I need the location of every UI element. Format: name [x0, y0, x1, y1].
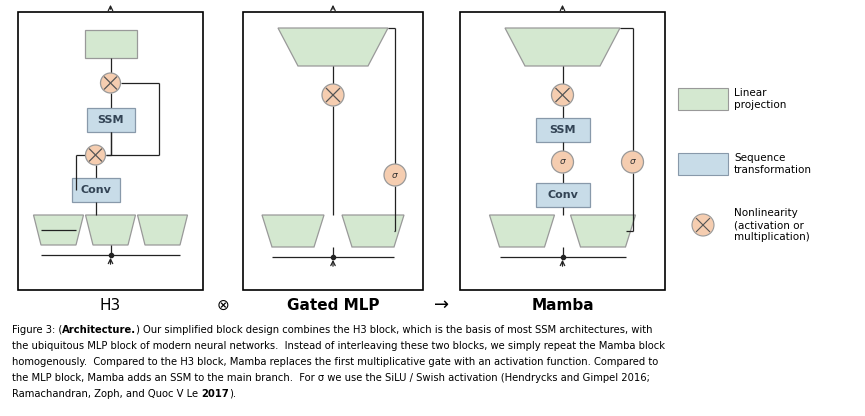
Text: →: → [434, 296, 449, 314]
Text: Nonlinearity
(activation or
multiplication): Nonlinearity (activation or multiplicati… [734, 208, 810, 242]
Text: ) Our simplified block design combines the H3 block, which is the basis of most : ) Our simplified block design combines t… [137, 325, 653, 335]
Text: Linear
projection: Linear projection [734, 88, 786, 110]
Text: H3: H3 [99, 297, 121, 312]
Text: Gated MLP: Gated MLP [287, 297, 379, 312]
Bar [18, 12, 203, 290]
Text: Conv: Conv [547, 190, 578, 200]
Polygon shape [342, 215, 404, 247]
Circle shape [552, 84, 573, 106]
Bar [678, 88, 728, 110]
Circle shape [100, 73, 120, 93]
Polygon shape [278, 28, 388, 66]
Text: 2017: 2017 [202, 389, 229, 399]
Text: homogenously.  Compared to the H3 block, Mamba replaces the first multiplicative: homogenously. Compared to the H3 block, … [12, 357, 658, 367]
Circle shape [552, 151, 573, 173]
Polygon shape [505, 28, 620, 66]
Bar [243, 12, 423, 290]
Text: Architecture.: Architecture. [62, 325, 137, 335]
Text: Ramachandran, Zoph, and Quoc V Le: Ramachandran, Zoph, and Quoc V Le [12, 389, 202, 399]
Text: Mamba: Mamba [531, 297, 593, 312]
Polygon shape [571, 215, 636, 247]
Text: the MLP block, Mamba adds an SSM to the main branch.  For σ we use the SiLU / Sw: the MLP block, Mamba adds an SSM to the … [12, 373, 650, 383]
Bar [72, 178, 119, 202]
Text: SSM: SSM [549, 125, 576, 135]
Circle shape [692, 214, 714, 236]
Polygon shape [34, 215, 84, 245]
Polygon shape [262, 215, 324, 247]
Bar [86, 108, 134, 132]
Text: Conv: Conv [80, 185, 111, 195]
Polygon shape [490, 215, 554, 247]
Circle shape [384, 164, 406, 186]
Bar [678, 153, 728, 175]
Text: SSM: SSM [97, 115, 124, 125]
Text: ).: ). [229, 389, 236, 399]
Bar [85, 30, 137, 58]
Circle shape [86, 145, 106, 165]
Text: σ: σ [392, 171, 398, 179]
Text: Figure 3: (: Figure 3: ( [12, 325, 62, 335]
Text: the ubiquitous MLP block of modern neural networks.  Instead of interleaving the: the ubiquitous MLP block of modern neura… [12, 341, 665, 351]
Text: ⊗: ⊗ [216, 297, 229, 312]
Text: Sequence
transformation: Sequence transformation [734, 153, 812, 175]
Circle shape [322, 84, 344, 106]
Bar [535, 118, 590, 142]
Polygon shape [86, 215, 136, 245]
Text: σ: σ [630, 158, 636, 166]
Text: σ: σ [560, 158, 566, 166]
Circle shape [621, 151, 644, 173]
Bar [535, 183, 590, 207]
Bar [460, 12, 665, 290]
Polygon shape [138, 215, 188, 245]
